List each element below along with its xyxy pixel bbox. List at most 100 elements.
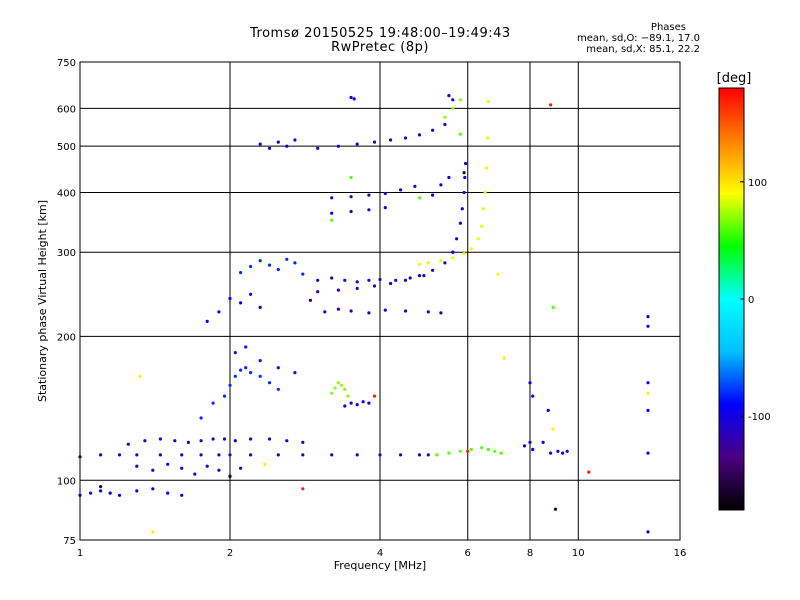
- data-point: [355, 286, 359, 290]
- data-point: [460, 207, 464, 211]
- data-point: [99, 485, 103, 489]
- y-tick-label: 750: [57, 58, 76, 69]
- data-point: [447, 94, 451, 98]
- data-point: [383, 308, 387, 312]
- data-point: [469, 247, 473, 251]
- data-point: [486, 136, 490, 140]
- data-point: [258, 359, 262, 363]
- x-tick-label: 6: [465, 548, 471, 559]
- trace-group: [316, 274, 426, 284]
- data-point: [336, 307, 340, 311]
- data-point: [330, 196, 334, 200]
- data-point: [330, 391, 334, 395]
- data-point: [447, 175, 451, 180]
- data-point: [330, 211, 334, 215]
- data-point: [556, 449, 560, 453]
- data-point: [228, 474, 232, 478]
- data-point: [301, 453, 305, 457]
- data-point: [258, 374, 262, 378]
- data-point: [249, 292, 253, 296]
- data-point: [222, 437, 227, 441]
- data-point: [180, 493, 184, 497]
- data-point: [435, 453, 439, 457]
- data-point: [417, 274, 422, 278]
- data-point: [138, 374, 142, 378]
- data-point: [394, 278, 398, 282]
- data-point: [469, 447, 473, 452]
- data-point: [531, 447, 535, 452]
- x-axis-label: Frequency [MHz]: [334, 559, 426, 572]
- data-point: [349, 209, 353, 214]
- data-point: [431, 268, 435, 272]
- trace-group: [316, 122, 447, 150]
- trace-group: [431, 175, 451, 197]
- data-point: [646, 408, 650, 412]
- data-point: [355, 453, 359, 457]
- y-tick-label: 100: [57, 476, 76, 487]
- data-point: [426, 261, 430, 265]
- data-point: [413, 184, 417, 188]
- data-point: [233, 439, 237, 443]
- data-point: [383, 206, 387, 210]
- data-point: [476, 237, 480, 241]
- data-point: [301, 440, 305, 444]
- data-point: [466, 449, 470, 453]
- data-point: [451, 256, 455, 260]
- data-point: [211, 437, 215, 441]
- data-point: [267, 381, 272, 385]
- data-point: [258, 259, 262, 263]
- data-point: [180, 466, 184, 470]
- data-point: [293, 138, 297, 142]
- data-point: [233, 374, 237, 378]
- data-point: [458, 449, 462, 453]
- data-point: [151, 487, 155, 491]
- trace-group: [78, 453, 430, 459]
- data-point: [180, 453, 184, 457]
- trace-group: [239, 257, 305, 276]
- trace-group: [443, 98, 462, 119]
- phase-stats-o: mean, sd,O: −89.1, 17.0: [577, 33, 700, 44]
- data-point: [355, 142, 359, 146]
- data-point: [486, 99, 490, 104]
- axis-ticks: 1 2 4 6 8 10 16 75 100 200 300 400 500 600 750: [57, 58, 686, 559]
- phase-stats-heading: Phases: [650, 22, 686, 33]
- data-point: [228, 296, 232, 301]
- trace-group: [233, 345, 297, 375]
- data-point: [451, 106, 455, 110]
- x-tick-label: 1: [77, 548, 83, 559]
- data-point: [372, 140, 377, 144]
- data-point: [349, 401, 353, 405]
- data-point: [422, 274, 426, 278]
- data-point: [205, 319, 209, 323]
- data-point: [239, 368, 243, 372]
- data-point: [499, 451, 503, 455]
- trace-group: [330, 184, 417, 200]
- data-point: [117, 453, 122, 457]
- data-point: [485, 166, 489, 170]
- data-point: [546, 408, 550, 412]
- y-tick-label: 500: [57, 142, 76, 153]
- data-point: [443, 115, 447, 119]
- data-point: [378, 453, 382, 457]
- data-point: [458, 98, 462, 102]
- data-point: [372, 394, 377, 398]
- trace-group: [451, 161, 468, 254]
- data-point: [561, 451, 565, 455]
- data-point: [367, 311, 371, 315]
- data-point: [346, 394, 350, 398]
- data-point: [646, 530, 650, 534]
- data-point: [389, 281, 393, 286]
- trace-group: [349, 94, 455, 102]
- data-point: [316, 278, 320, 282]
- trace-group: [316, 250, 455, 294]
- trace-group: [135, 462, 243, 478]
- data-point: [336, 381, 340, 385]
- data-point: [378, 277, 382, 282]
- x-tick-label: 10: [572, 548, 585, 559]
- data-point: [458, 221, 462, 225]
- data-point: [355, 403, 359, 407]
- data-point: [199, 416, 203, 420]
- data-point: [173, 439, 177, 443]
- data-point: [349, 175, 353, 180]
